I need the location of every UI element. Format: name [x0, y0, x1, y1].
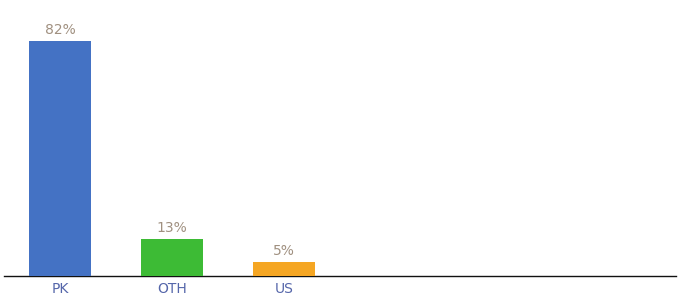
Bar: [253, 262, 315, 276]
Text: 13%: 13%: [156, 221, 188, 235]
Text: 82%: 82%: [45, 23, 75, 37]
Text: 5%: 5%: [273, 244, 295, 258]
Bar: [29, 41, 91, 276]
Bar: [141, 239, 203, 276]
